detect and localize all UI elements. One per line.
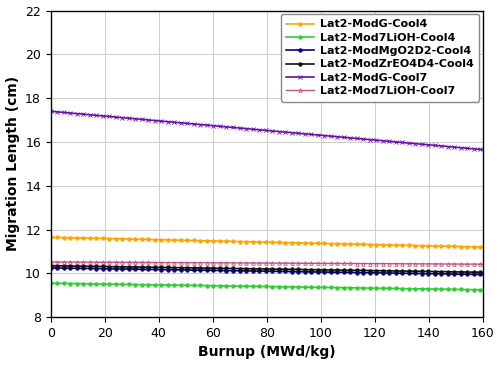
Lat2-ModMgO2D2-Cool4 (65, 266, 71, 270)
Lat2-ModMgO2D2-Cool4 (74, 266, 80, 270)
Lat2-Mod7LiOH-Cool7 (65, 260, 71, 264)
Lat2-ModZrEO4D4-Cool4 (480, 270, 486, 274)
Lat2-ModG-Cool4 (480, 245, 486, 249)
Line: Lat2-ModMgO2D2-Cool4: Lat2-ModMgO2D2-Cool4 (49, 266, 484, 276)
Legend: Lat2-ModG-Cool4, Lat2-Mod7LiOH-Cool4, Lat2-ModMgO2D2-Cool4, Lat2-ModZrEO4D4-Cool: Lat2-ModG-Cool4, Lat2-Mod7LiOH-Cool4, La… (281, 14, 479, 102)
Lat2-ModZrEO4D4-Cool4 (458, 270, 464, 274)
Lat2-Mod7LiOH-Cool7 (442, 262, 448, 266)
Lat2-ModZrEO4D4-Cool4 (48, 264, 54, 268)
Lat2-ModMgO2D2-Cool4 (458, 272, 464, 276)
Lat2-ModMgO2D2-Cool4 (162, 268, 168, 272)
Lat2-Mod7LiOH-Cool4 (74, 281, 80, 286)
Lat2-Mod7LiOH-Cool7 (458, 262, 464, 266)
Lat2-Mod7LiOH-Cool4 (128, 282, 134, 287)
Y-axis label: Migration Length (cm): Migration Length (cm) (6, 76, 20, 251)
Lat2-Mod7LiOH-Cool4 (442, 287, 448, 291)
Lat2-ModZrEO4D4-Cool4 (65, 264, 71, 268)
Lat2-Mod7LiOH-Cool4 (458, 287, 464, 292)
Lat2-Mod7LiOH-Cool7 (48, 260, 54, 264)
Lat2-ModMgO2D2-Cool4 (48, 266, 54, 270)
Lat2-Mod7LiOH-Cool4 (65, 281, 71, 286)
Lat2-Mod7LiOH-Cool7 (162, 260, 168, 265)
Lat2-ModG-Cool7 (458, 146, 464, 150)
Lat2-ModG-Cool4 (48, 235, 54, 239)
Line: Lat2-ModZrEO4D4-Cool4: Lat2-ModZrEO4D4-Cool4 (49, 264, 484, 274)
Lat2-ModG-Cool7 (65, 111, 71, 115)
Lat2-Mod7LiOH-Cool4 (162, 283, 168, 287)
Line: Lat2-Mod7LiOH-Cool4: Lat2-Mod7LiOH-Cool4 (49, 281, 484, 292)
X-axis label: Burnup (MWd/kg): Burnup (MWd/kg) (198, 345, 336, 360)
Lat2-ModZrEO4D4-Cool4 (128, 265, 134, 269)
Lat2-ModG-Cool7 (74, 111, 80, 116)
Lat2-ModG-Cool7 (48, 109, 54, 114)
Lat2-ModZrEO4D4-Cool4 (442, 269, 448, 274)
Lat2-ModG-Cool7 (162, 119, 168, 124)
Lat2-Mod7LiOH-Cool7 (480, 262, 486, 266)
Lat2-ModG-Cool7 (480, 147, 486, 152)
Line: Lat2-ModG-Cool7: Lat2-ModG-Cool7 (49, 110, 484, 151)
Lat2-ModG-Cool7 (128, 116, 134, 120)
Lat2-ModG-Cool7 (442, 144, 448, 149)
Lat2-Mod7LiOH-Cool7 (128, 260, 134, 265)
Lat2-ModG-Cool4 (74, 236, 80, 240)
Line: Lat2-ModG-Cool4: Lat2-ModG-Cool4 (49, 235, 484, 249)
Lat2-Mod7LiOH-Cool7 (74, 260, 80, 264)
Lat2-Mod7LiOH-Cool4 (480, 288, 486, 292)
Lat2-ModZrEO4D4-Cool4 (162, 265, 168, 270)
Lat2-ModMgO2D2-Cool4 (442, 272, 448, 276)
Lat2-ModG-Cool4 (162, 238, 168, 242)
Lat2-ModG-Cool4 (128, 237, 134, 241)
Lat2-ModG-Cool4 (65, 235, 71, 240)
Lat2-ModMgO2D2-Cool4 (128, 267, 134, 271)
Lat2-Mod7LiOH-Cool4 (48, 281, 54, 285)
Lat2-ModMgO2D2-Cool4 (480, 272, 486, 277)
Line: Lat2-Mod7LiOH-Cool7: Lat2-Mod7LiOH-Cool7 (49, 260, 484, 266)
Lat2-ModG-Cool4 (458, 245, 464, 249)
Lat2-ModG-Cool4 (442, 244, 448, 249)
Lat2-ModZrEO4D4-Cool4 (74, 264, 80, 268)
